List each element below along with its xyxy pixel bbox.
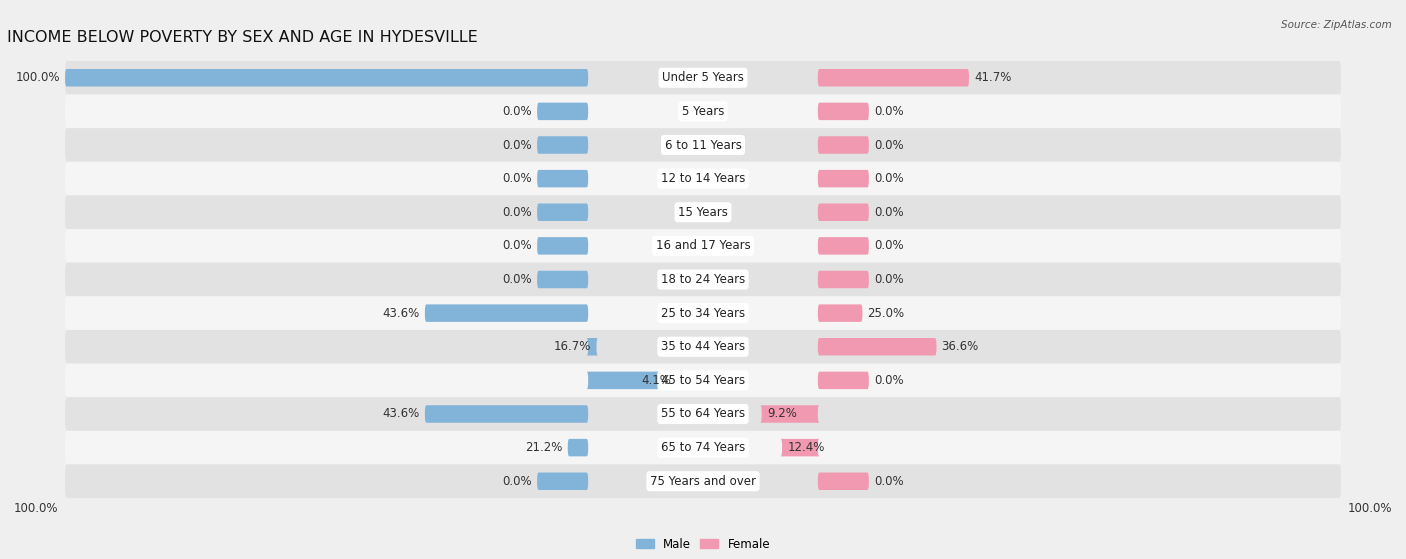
FancyBboxPatch shape [65, 431, 1341, 465]
FancyBboxPatch shape [537, 203, 588, 221]
FancyBboxPatch shape [65, 229, 1341, 263]
Text: 41.7%: 41.7% [974, 71, 1011, 84]
Text: 0.0%: 0.0% [502, 239, 531, 252]
FancyBboxPatch shape [586, 338, 598, 356]
Text: 0.0%: 0.0% [502, 206, 531, 219]
Text: 35 to 44 Years: 35 to 44 Years [661, 340, 745, 353]
Text: 0.0%: 0.0% [875, 273, 904, 286]
FancyBboxPatch shape [780, 439, 820, 456]
FancyBboxPatch shape [65, 196, 1341, 229]
Text: 15 Years: 15 Years [678, 206, 728, 219]
FancyBboxPatch shape [537, 136, 588, 154]
Text: 16.7%: 16.7% [554, 340, 592, 353]
Text: 100.0%: 100.0% [14, 502, 59, 515]
Text: 9.2%: 9.2% [766, 408, 797, 420]
FancyBboxPatch shape [65, 363, 1341, 397]
FancyBboxPatch shape [65, 465, 1341, 498]
FancyBboxPatch shape [537, 237, 588, 254]
FancyBboxPatch shape [65, 128, 1341, 162]
FancyBboxPatch shape [818, 136, 869, 154]
Text: 0.0%: 0.0% [502, 475, 531, 488]
FancyBboxPatch shape [818, 69, 969, 87]
FancyBboxPatch shape [65, 296, 1341, 330]
Text: 12 to 14 Years: 12 to 14 Years [661, 172, 745, 185]
Text: 5 Years: 5 Years [682, 105, 724, 118]
Text: 0.0%: 0.0% [875, 206, 904, 219]
Text: 43.6%: 43.6% [382, 408, 420, 420]
Text: 21.2%: 21.2% [526, 441, 562, 454]
Text: 0.0%: 0.0% [875, 239, 904, 252]
Text: 100.0%: 100.0% [1347, 502, 1392, 515]
FancyBboxPatch shape [65, 162, 1341, 196]
FancyBboxPatch shape [65, 330, 1341, 363]
Text: 36.6%: 36.6% [942, 340, 979, 353]
Text: 12.4%: 12.4% [787, 441, 824, 454]
FancyBboxPatch shape [586, 372, 678, 389]
FancyBboxPatch shape [65, 94, 1341, 128]
Text: 4.1%: 4.1% [643, 374, 672, 387]
Text: 100.0%: 100.0% [15, 71, 60, 84]
FancyBboxPatch shape [818, 103, 869, 120]
FancyBboxPatch shape [818, 203, 869, 221]
Text: 0.0%: 0.0% [875, 172, 904, 185]
Text: 0.0%: 0.0% [875, 139, 904, 151]
Text: 18 to 24 Years: 18 to 24 Years [661, 273, 745, 286]
FancyBboxPatch shape [425, 305, 588, 322]
FancyBboxPatch shape [818, 472, 869, 490]
Legend: Male, Female: Male, Female [631, 533, 775, 555]
Text: 75 Years and over: 75 Years and over [650, 475, 756, 488]
Text: 65 to 74 Years: 65 to 74 Years [661, 441, 745, 454]
Text: Under 5 Years: Under 5 Years [662, 71, 744, 84]
FancyBboxPatch shape [65, 61, 1341, 94]
FancyBboxPatch shape [65, 263, 1341, 296]
Text: 0.0%: 0.0% [502, 273, 531, 286]
FancyBboxPatch shape [425, 405, 588, 423]
Text: 25.0%: 25.0% [868, 307, 904, 320]
FancyBboxPatch shape [818, 372, 869, 389]
Text: 45 to 54 Years: 45 to 54 Years [661, 374, 745, 387]
Text: 55 to 64 Years: 55 to 64 Years [661, 408, 745, 420]
FancyBboxPatch shape [537, 170, 588, 187]
FancyBboxPatch shape [818, 237, 869, 254]
Text: 0.0%: 0.0% [502, 105, 531, 118]
Text: 0.0%: 0.0% [875, 475, 904, 488]
FancyBboxPatch shape [65, 397, 1341, 431]
Text: 43.6%: 43.6% [382, 307, 420, 320]
Text: 0.0%: 0.0% [875, 374, 904, 387]
FancyBboxPatch shape [761, 405, 820, 423]
FancyBboxPatch shape [537, 271, 588, 288]
FancyBboxPatch shape [537, 103, 588, 120]
FancyBboxPatch shape [568, 439, 588, 456]
Text: 16 and 17 Years: 16 and 17 Years [655, 239, 751, 252]
FancyBboxPatch shape [65, 69, 588, 87]
Text: INCOME BELOW POVERTY BY SEX AND AGE IN HYDESVILLE: INCOME BELOW POVERTY BY SEX AND AGE IN H… [7, 30, 478, 45]
FancyBboxPatch shape [818, 305, 862, 322]
Text: 0.0%: 0.0% [502, 172, 531, 185]
FancyBboxPatch shape [818, 170, 869, 187]
FancyBboxPatch shape [537, 472, 588, 490]
FancyBboxPatch shape [818, 271, 869, 288]
Text: 25 to 34 Years: 25 to 34 Years [661, 307, 745, 320]
Text: 0.0%: 0.0% [875, 105, 904, 118]
Text: Source: ZipAtlas.com: Source: ZipAtlas.com [1281, 20, 1392, 30]
FancyBboxPatch shape [818, 338, 936, 356]
Text: 6 to 11 Years: 6 to 11 Years [665, 139, 741, 151]
Text: 0.0%: 0.0% [502, 139, 531, 151]
